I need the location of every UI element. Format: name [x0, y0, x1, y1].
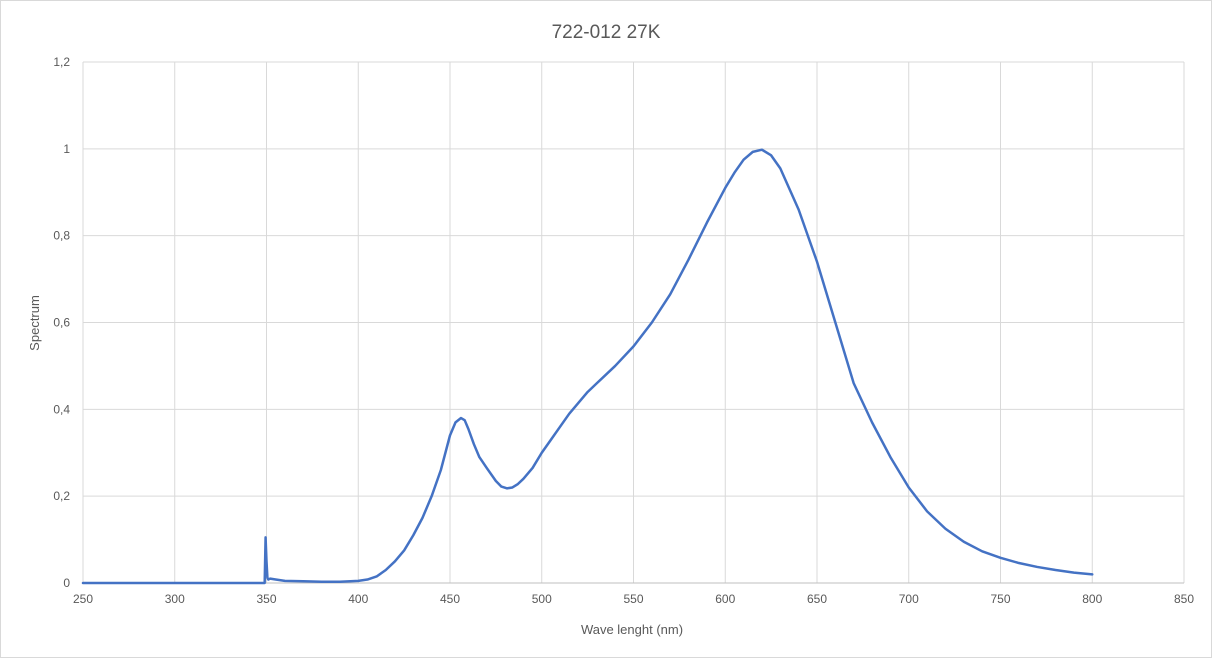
y-tick-label: 0: [63, 576, 70, 590]
y-tick-label: 0,8: [53, 229, 70, 243]
y-tick-label: 1: [63, 142, 70, 156]
x-tick-label: 450: [440, 592, 460, 606]
series-line-0: [81, 148, 1094, 585]
x-tick-label: 250: [73, 592, 93, 606]
x-axis-title: Wave lenght (nm): [581, 622, 683, 637]
chart-title: 722-012 27K: [552, 22, 661, 43]
y-axis-title: Spectrum: [27, 295, 42, 351]
x-tick-label: 850: [1174, 592, 1194, 606]
x-tick-label: 300: [165, 592, 185, 606]
x-tick-label: 400: [348, 592, 368, 606]
y-tick-label: 0,4: [53, 402, 70, 416]
series-group: [81, 148, 1094, 585]
x-tick-label: 500: [532, 592, 552, 606]
x-tick-label: 600: [715, 592, 735, 606]
y-tick-label: 1,2: [53, 55, 70, 69]
x-tick-label: 550: [623, 592, 643, 606]
x-tick-label: 650: [807, 592, 827, 606]
axes: 250 300 350 400 450 500 550 600 650 700 750 800 850 0…: [53, 55, 1194, 606]
x-tick-label: 750: [990, 592, 1010, 606]
y-tick-label: 0,2: [53, 489, 70, 503]
grid: [82, 61, 1185, 583]
x-tick-label: 700: [899, 592, 919, 606]
y-tick-label: 0,6: [53, 316, 70, 330]
x-tick-label: 800: [1082, 592, 1102, 606]
x-tick-label: 350: [256, 592, 276, 606]
